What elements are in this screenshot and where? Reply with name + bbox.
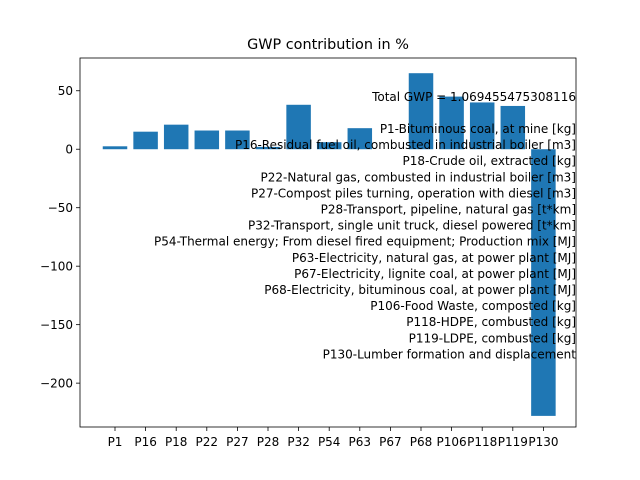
bar-p63: [347, 128, 373, 150]
bar-p22: [194, 130, 220, 150]
plot-frame: [79, 57, 577, 428]
bar-p118: [469, 102, 495, 150]
bar-p54: [316, 142, 342, 150]
process-label: P18-Crude oil, extracted [kg]: [402, 154, 576, 168]
x-tick-label: P16: [134, 435, 157, 449]
y-tick-label: −150: [40, 318, 73, 332]
process-label: P1-Bituminous coal, at mine [kg]: [380, 122, 576, 136]
bar-p28: [255, 146, 281, 150]
bar-p32: [286, 104, 311, 150]
x-tick-label: P28: [257, 435, 280, 449]
y-tick-label: 50: [58, 84, 73, 98]
bar-series: [102, 73, 556, 416]
x-tick-label: P67: [379, 435, 402, 449]
process-label: P28-Transport, pipeline, natural gas [t*…: [321, 203, 576, 217]
y-axis: 50 0 −50 −100 −150 −200: [40, 84, 80, 391]
x-tick-label: P63: [349, 435, 372, 449]
x-tick-label: P54: [318, 435, 341, 449]
bar-p106: [439, 96, 464, 150]
x-tick-label: P22: [196, 435, 219, 449]
x-axis: P1 P16 P18 P22 P27 P28 P32 P54 P63 P67 P68 P106 P118…: [108, 427, 558, 449]
process-label: P32-Transport, single unit truck, diesel…: [248, 219, 576, 233]
x-tick-label: P68: [410, 435, 433, 449]
bar-p130: [531, 149, 556, 416]
x-tick-label: P27: [226, 435, 249, 449]
process-label: P27-Compost piles turning, operation wit…: [251, 186, 576, 200]
bar-p27: [225, 130, 250, 150]
bar-p1: [102, 146, 128, 150]
bar-p18: [163, 124, 189, 150]
process-label: P118-HDPE, combusted [kg]: [406, 315, 576, 329]
x-tick-label: P32: [287, 435, 310, 449]
bar-p16: [133, 131, 158, 150]
bar-p68: [408, 73, 434, 150]
y-tick-label: −50: [48, 201, 73, 215]
y-tick-label: 0: [65, 143, 73, 157]
annotation-text: Total GWP = 1.069455475308116 P1-Bitumino…: [154, 90, 576, 361]
total-gwp-label: Total GWP = 1.069455475308116: [371, 90, 576, 104]
bar-p119: [500, 105, 526, 150]
process-label: P67-Electricity, lignite coal, at power …: [294, 267, 576, 281]
x-tick-label: P118: [467, 435, 497, 449]
process-label: P130-Lumber formation and displacement: [323, 347, 577, 361]
process-label: P54-Thermal energy; From diesel fired eq…: [154, 235, 576, 249]
y-tick-label: −200: [40, 377, 73, 391]
axes-border: [79, 57, 577, 428]
y-tick-label: −100: [40, 260, 73, 274]
process-label: P106-Food Waste, composted [kg]: [370, 299, 576, 313]
process-label: P22-Natural gas, combusted in industrial…: [261, 170, 576, 184]
process-label: P16-Residual fuel oil, combusted in indu…: [235, 138, 576, 152]
process-label: P68-Electricity, bituminous coal, at pow…: [264, 283, 576, 297]
x-tick-label: P1: [108, 435, 123, 449]
process-label: P119-LDPE, combusted [kg]: [409, 331, 576, 345]
chart-title: GWP contribution in %: [247, 37, 409, 53]
x-tick-label: P106: [437, 435, 467, 449]
process-label: P63-Electricity, natural gas, at power p…: [292, 251, 576, 265]
x-tick-label: P119: [498, 435, 528, 449]
x-tick-label: P130: [528, 435, 558, 449]
x-tick-label: P18: [165, 435, 188, 449]
